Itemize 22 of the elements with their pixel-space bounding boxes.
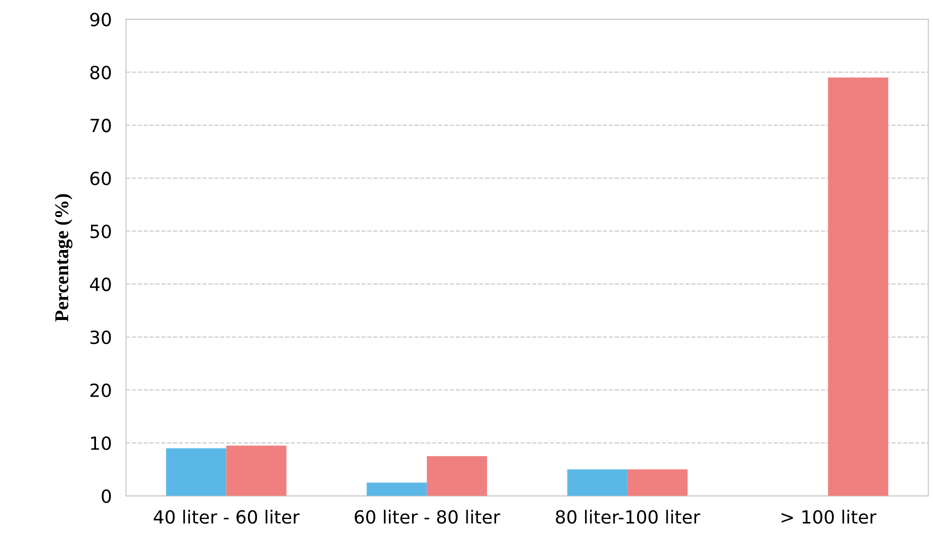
y-tick-label: 40 bbox=[90, 278, 111, 292]
bar bbox=[366, 482, 427, 496]
y-tick-label: 10 bbox=[91, 436, 111, 450]
y-tick-label: 90 bbox=[90, 12, 111, 26]
x-tick-label: > 100 liter bbox=[782, 510, 876, 524]
y-axis-title: Percentage (%) bbox=[54, 194, 72, 322]
bar bbox=[226, 446, 286, 496]
y-tick-label: 60 bbox=[90, 172, 111, 186]
bar bbox=[166, 448, 226, 496]
bar bbox=[627, 469, 688, 496]
y-tick-label: 80 bbox=[90, 66, 111, 80]
y-tick-label: 30 bbox=[90, 330, 111, 344]
bar bbox=[828, 78, 888, 496]
y-tick-label: 50 bbox=[90, 224, 111, 238]
y-tick-label: 70 bbox=[90, 118, 111, 132]
x-tick-label: 60 liter - 80 liter bbox=[354, 510, 500, 524]
y-tick-label: 20 bbox=[90, 383, 111, 398]
x-tick-label: 80 liter-100 liter bbox=[556, 510, 700, 524]
bar bbox=[567, 469, 628, 496]
x-tick-label: 40 liter - 60 liter bbox=[154, 510, 300, 524]
y-tick-label: 0 bbox=[102, 489, 111, 504]
bar bbox=[426, 456, 488, 496]
